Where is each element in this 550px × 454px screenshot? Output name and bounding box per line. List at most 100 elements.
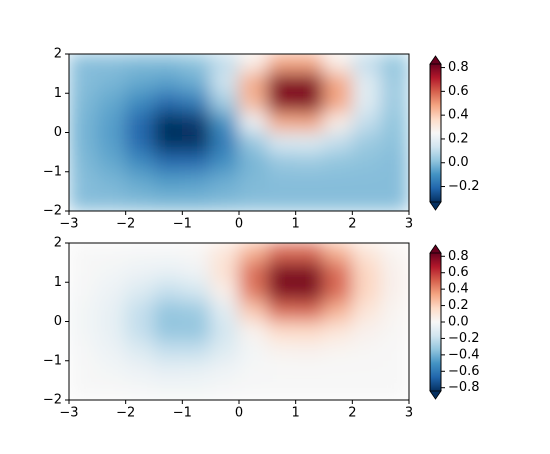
heatmap-cell (69, 151, 98, 173)
panel: −3 −2 −1 0 1 2 3−2−1012−0.8−0.6−0.4−0.20.00.20… (43, 236, 480, 421)
heatmap-cell (153, 340, 183, 362)
heatmap-cell (380, 132, 409, 153)
heatmap-cell (96, 379, 127, 400)
heatmap-cell (69, 301, 98, 322)
heatmap-cell (351, 340, 382, 362)
heatmap-cell (181, 281, 212, 303)
x-tick-label: 3 (405, 406, 413, 421)
heatmap-cell (69, 379, 98, 400)
heatmap-cell (125, 321, 155, 342)
colorbar-outline (429, 64, 442, 202)
heatmap-cell (266, 379, 297, 400)
heatmap-cell (125, 340, 155, 362)
heatmap-cell (323, 262, 353, 283)
heatmap-cell (380, 171, 409, 192)
heatmap-cell (181, 92, 212, 114)
heatmap-cell (210, 379, 240, 400)
heatmap-cell (238, 151, 268, 173)
heatmap-cell (295, 73, 325, 94)
heatmap-cell (125, 281, 155, 303)
colorbar-tick-label: −0.4 (448, 347, 480, 362)
heatmap-cells (69, 243, 409, 400)
colorbar-extend-min (429, 390, 442, 400)
heatmap-cell (238, 340, 268, 362)
heatmap-cell (153, 243, 183, 264)
x-tick-label: −1 (173, 406, 192, 421)
heatmap-cell (69, 360, 98, 381)
heatmap-cell (323, 92, 353, 114)
colorbar-tick-label: −0.6 (448, 364, 480, 379)
x-tick-label: 2 (348, 406, 356, 421)
colorbar-tick-label: 0.6 (448, 265, 469, 280)
colorbar-extend-max (429, 55, 442, 65)
heatmap-cell (323, 301, 353, 322)
heatmap-cell (351, 92, 382, 114)
colorbar-tick-label: −0.2 (448, 331, 480, 346)
heatmap-cell (238, 190, 268, 211)
colorbar-tick-label: −0.2 (448, 179, 480, 194)
heatmap-cell (351, 54, 382, 75)
heatmap-cell (210, 262, 240, 283)
heatmap-cell (96, 73, 127, 94)
x-tick-label: 1 (292, 217, 300, 232)
heatmap-cell (210, 321, 240, 342)
colorbar-tick-label: 0.2 (448, 298, 469, 313)
heatmap-cell (69, 171, 98, 192)
heatmap-cell (69, 340, 98, 362)
heatmap-cell (351, 321, 382, 342)
heatmap-cell (125, 301, 155, 322)
heatmap-cell (295, 112, 325, 133)
heatmap-cell (181, 171, 212, 192)
heatmap-cell (69, 262, 98, 283)
heatmap-cell (96, 151, 127, 173)
heatmap-cell (351, 262, 382, 283)
heatmap-cell (125, 190, 155, 211)
heatmap-cell (69, 132, 98, 153)
heatmap-cell (125, 151, 155, 173)
heatmap-cell (210, 92, 240, 114)
heatmap-cell (153, 92, 183, 114)
heatmap-cell (181, 151, 212, 173)
y-tick-label: −1 (43, 353, 62, 368)
heatmap-cell (238, 243, 268, 264)
heatmap-cell (153, 301, 183, 322)
colorbar-tick-label: 0.2 (448, 131, 469, 146)
heatmap-cell (153, 151, 183, 173)
heatmap-cell (295, 171, 325, 192)
heatmap-cell (181, 379, 212, 400)
heatmap (69, 243, 409, 400)
colorbar-extend-min (429, 201, 442, 211)
heatmap-cell (266, 301, 297, 322)
heatmap-cell (96, 112, 127, 133)
heatmap-cell (210, 112, 240, 133)
heatmap-cell (351, 112, 382, 133)
heatmap-cell (69, 73, 98, 94)
heatmap-cell (295, 151, 325, 173)
heatmap-cell (125, 243, 155, 264)
heatmap-cell (125, 73, 155, 94)
heatmap-cell (125, 54, 155, 75)
heatmap-cell (210, 301, 240, 322)
heatmap-cell (266, 360, 297, 381)
heatmap-cell (323, 281, 353, 303)
heatmap-cell (125, 360, 155, 381)
heatmap-cell (153, 190, 183, 211)
x-tick-label: −3 (59, 406, 78, 421)
heatmap-cell (153, 262, 183, 283)
x-tick-label: −1 (173, 217, 192, 232)
heatmap-cell (125, 171, 155, 192)
heatmap-cell (295, 243, 325, 264)
heatmap-cell (295, 340, 325, 362)
heatmap-cell (380, 54, 409, 75)
heatmap-cell (181, 73, 212, 94)
heatmap-cell (238, 321, 268, 342)
x-tick-label: 0 (235, 406, 243, 421)
heatmap-cell (210, 243, 240, 264)
heatmap-cell (266, 151, 297, 173)
heatmap-cell (295, 360, 325, 381)
y-tick-label: 2 (54, 47, 62, 62)
heatmap-cell (323, 379, 353, 400)
heatmap-cell (210, 190, 240, 211)
heatmap-cell (323, 340, 353, 362)
heatmap-cell (238, 379, 268, 400)
